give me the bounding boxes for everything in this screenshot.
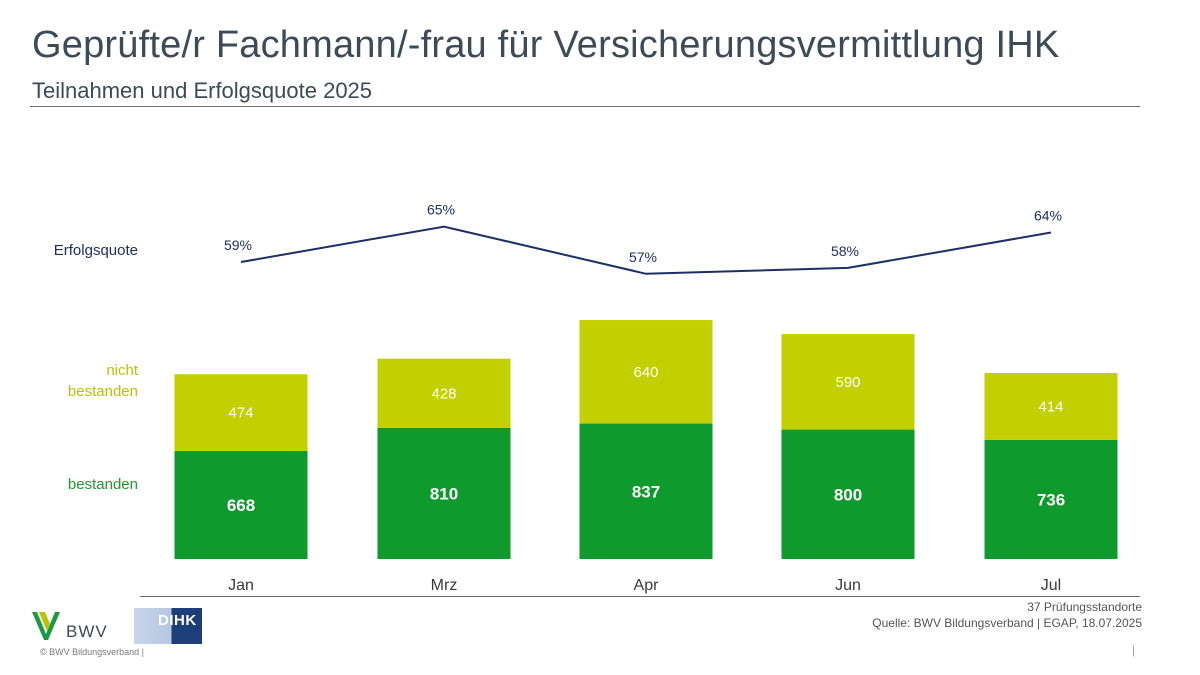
x-tick-label-jun: Jun [835, 577, 861, 594]
data-label-passed-mrz: 810 [430, 484, 458, 503]
legend-passed: bestanden [67, 476, 138, 493]
data-label-not-passed-apr: 640 [633, 364, 658, 381]
data-label-passed-jul: 736 [1037, 490, 1065, 509]
quote-line [240, 225, 1052, 275]
chart-subtitle: Teilnahmen und Erfolgsquote 2025 [32, 78, 373, 103]
data-label-passed-jan: 668 [227, 496, 255, 515]
x-tick-label-jan: Jan [228, 577, 254, 594]
legend-not-passed-line2: bestanden [67, 383, 138, 400]
x-tick-label-jul: Jul [1041, 577, 1061, 594]
quote-label-mrz: 65% [427, 202, 455, 218]
bar-passed-mrz [377, 427, 511, 559]
data-label-not-passed-mrz: 428 [431, 385, 456, 402]
quote-label-jun: 58% [831, 243, 859, 259]
chart-title: Geprüfte/r Fachmann/-frau für Versicheru… [32, 24, 1060, 66]
bar-not-passed-jul [984, 372, 1118, 440]
dihk-logo-text: DIHK [158, 612, 197, 629]
bar-not-passed-jun [781, 334, 915, 430]
data-label-passed-jun: 800 [834, 485, 862, 504]
data-label-not-passed-jul: 414 [1038, 398, 1063, 415]
bwv-logo-text: BWV [66, 622, 108, 641]
data-label-not-passed-jan: 474 [228, 405, 253, 422]
bar-passed-jun [781, 429, 915, 559]
axis-divider [140, 596, 1140, 597]
bar-passed-jan [174, 450, 308, 559]
footer-source: Quelle: BWV Bildungsverband | EGAP, 18.0… [872, 616, 1142, 630]
quote-label-jan: 59% [224, 237, 252, 253]
bar-passed-apr [579, 423, 713, 559]
x-tick-label-mrz: Mrz [431, 577, 458, 594]
legend-not-passed-line1: nicht [106, 362, 138, 379]
bar-not-passed-jan [174, 374, 308, 451]
data-label-passed-apr: 837 [632, 482, 660, 501]
bar-passed-jul [984, 439, 1118, 559]
legend-not-passed: nicht bestanden [30, 360, 138, 402]
quote-label-apr: 57% [629, 249, 657, 265]
bar-not-passed-apr [579, 320, 713, 424]
bwv-logo-icon [32, 612, 60, 640]
data-label-not-passed-jun: 590 [835, 374, 860, 391]
header-divider [30, 106, 1140, 107]
footer-note: 37 Prüfungsstandorte [1027, 600, 1142, 614]
dihk-logo-icon [134, 608, 202, 644]
quote-label-jul: 64% [1034, 208, 1062, 224]
bar-not-passed-mrz [377, 358, 511, 428]
footer-page-marker: | [1132, 645, 1135, 657]
legend-quote: Erfolgsquote [53, 242, 138, 259]
x-tick-label-apr: Apr [634, 577, 660, 594]
footer-copyright: © BWV Bildungsverband | [40, 647, 145, 657]
